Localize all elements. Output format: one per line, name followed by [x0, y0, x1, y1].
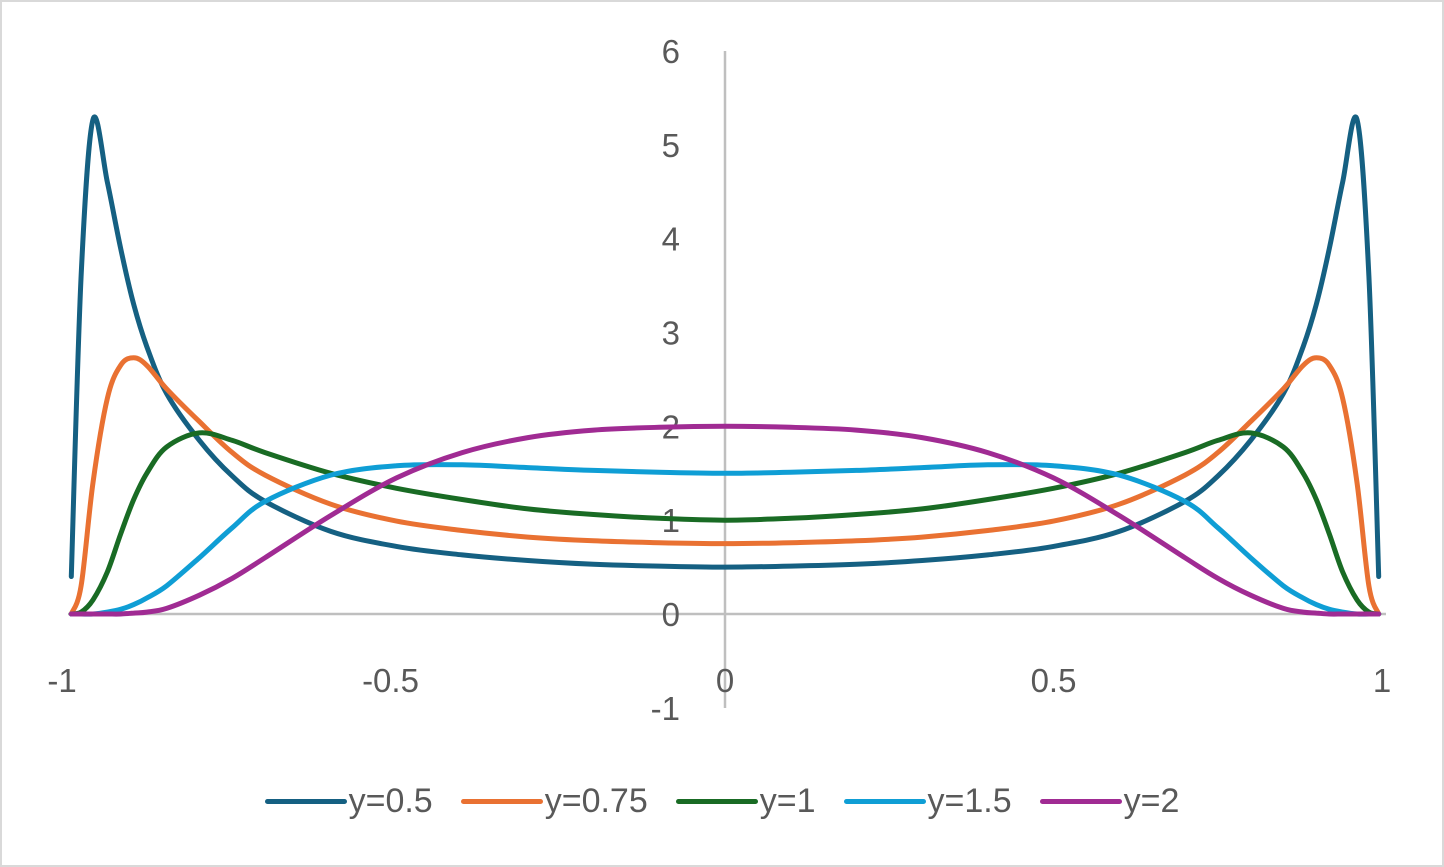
- legend-label: y=1: [759, 781, 816, 820]
- x-tick-label: 0.5: [1031, 662, 1077, 699]
- x-tick-label: -1: [47, 662, 76, 699]
- legend-item: y=0.5: [264, 781, 433, 821]
- legend-swatch-icon: [675, 798, 758, 804]
- legend-swatch-icon: [1039, 798, 1122, 804]
- x-tick-label: 0: [716, 662, 734, 699]
- legend-swatch-icon: [264, 798, 347, 804]
- y-tick-label: 3: [662, 315, 680, 352]
- legend-label: y=0.75: [544, 781, 648, 820]
- legend-label: y=2: [1123, 781, 1180, 820]
- y-tick-label: 0: [662, 596, 680, 633]
- chart-legend: y=0.5 y=0.75 y=1 y=1.5 y=2: [0, 778, 1444, 824]
- y-tick-label: 4: [662, 221, 680, 258]
- y-tick-label: 6: [662, 33, 680, 70]
- legend-swatch-icon: [843, 798, 926, 804]
- x-tick-label: -0.5: [362, 662, 419, 699]
- series-lines: [68, 114, 1382, 617]
- legend-label: y=1.5: [927, 781, 1012, 820]
- legend-item: y=1.5: [843, 781, 1012, 821]
- legend-swatch-icon: [460, 798, 543, 804]
- series-line-y-0-5: [68, 114, 1382, 579]
- legend-label: y=0.5: [348, 781, 433, 820]
- y-tick-label: 5: [662, 127, 680, 164]
- x-axis-tick-labels: -1 -0.5 0 0.5 1: [47, 662, 1391, 699]
- legend-item: y=0.75: [460, 781, 648, 821]
- legend-item: y=2: [1039, 781, 1180, 821]
- series-line-y-1-5: [68, 461, 1382, 617]
- series-line-y-1: [68, 430, 1382, 617]
- legend-item: y=1: [675, 781, 816, 821]
- series-line-y-0-75: [68, 355, 1382, 617]
- y-tick-label: -1: [651, 690, 680, 727]
- series-line-y-2: [68, 423, 1382, 617]
- x-tick-label: 1: [1373, 662, 1391, 699]
